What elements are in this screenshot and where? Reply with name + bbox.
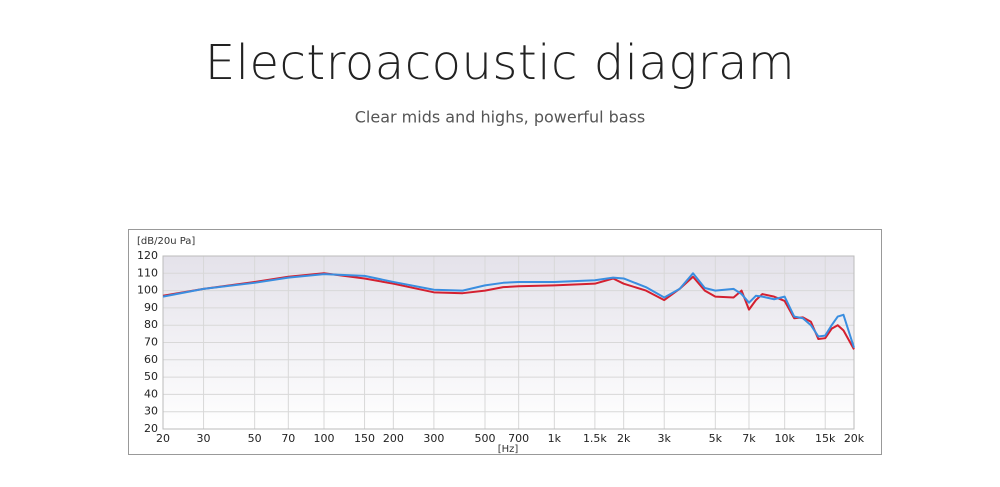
x-tick-label: 20k	[844, 432, 865, 445]
x-tick-label: 500	[474, 432, 495, 445]
y-tick-label: 110	[137, 266, 158, 279]
y-tick-label: 120	[137, 249, 158, 262]
x-tick-label: 300	[423, 432, 444, 445]
x-tick-label: 10k	[774, 432, 795, 445]
plot-border	[162, 255, 855, 430]
y-axis-label: [dB/20u Pa]	[137, 236, 195, 247]
x-tick-label: 7k	[742, 432, 756, 445]
chart-subtitle: Clear mids and highs, powerful bass	[355, 108, 646, 127]
x-tick-label: 20	[156, 432, 170, 445]
x-tick-label: 70	[281, 432, 295, 445]
x-tick-label: 5k	[709, 432, 723, 445]
y-tick-label: 70	[144, 336, 158, 349]
x-tick-label: 3k	[658, 432, 672, 445]
y-tick-label: 20	[144, 422, 158, 435]
x-tick-label: 1.5k	[583, 432, 607, 445]
series-line	[162, 272, 855, 348]
y-tick-label: 30	[144, 405, 158, 418]
x-tick-label: 50	[248, 432, 262, 445]
x-tick-label: 15k	[815, 432, 836, 445]
y-tick-label: 40	[144, 387, 158, 400]
x-tick-label: 1k	[548, 432, 562, 445]
y-tick-label: 60	[144, 353, 158, 366]
y-tick-label: 100	[137, 284, 158, 297]
series-line	[162, 272, 855, 350]
x-tick-label: 2k	[617, 432, 631, 445]
y-tick-label: 50	[144, 370, 158, 383]
x-tick-label: 200	[383, 432, 404, 445]
x-tick-label: 100	[313, 432, 334, 445]
x-tick-label: 700	[508, 432, 529, 445]
x-tick-label: 30	[197, 432, 211, 445]
x-axis-label: [Hz]	[498, 444, 519, 455]
chart-title: Electroacoustic diagram	[205, 35, 795, 91]
y-tick-label: 80	[144, 318, 158, 331]
x-tick-label: 150	[354, 432, 375, 445]
y-tick-label: 90	[144, 301, 158, 314]
